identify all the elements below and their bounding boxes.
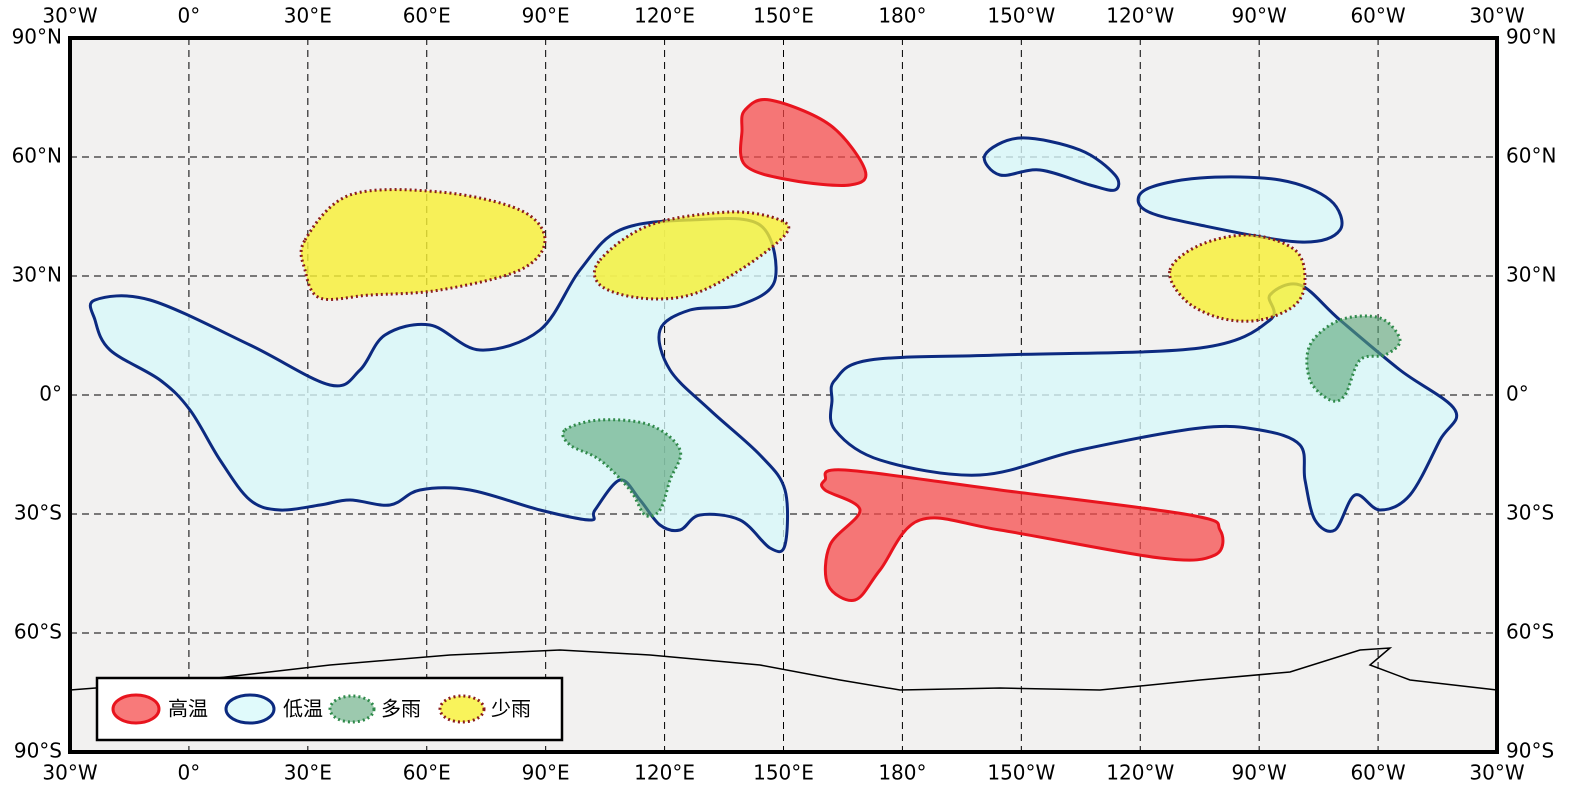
lon-label: 60°E bbox=[403, 761, 451, 785]
lon-label: 60°W bbox=[1350, 4, 1405, 28]
lon-label: 60°E bbox=[403, 4, 451, 28]
lon-label: 30°W bbox=[42, 4, 97, 28]
lat-label: 90°N bbox=[1506, 25, 1556, 49]
lon-label: 150°E bbox=[753, 761, 814, 785]
lon-label: 120°E bbox=[634, 761, 695, 785]
legend-label: 低温 bbox=[283, 697, 323, 721]
lon-label: 30°W bbox=[1469, 4, 1524, 28]
anomaly-region bbox=[829, 282, 1459, 533]
anomaly-region bbox=[1136, 175, 1344, 244]
lon-label: 90°W bbox=[1232, 4, 1287, 28]
lat-label: 0° bbox=[39, 382, 62, 406]
lon-label: 150°W bbox=[987, 761, 1055, 785]
lon-label: 120°W bbox=[1106, 761, 1174, 785]
legend-swatch bbox=[224, 693, 276, 725]
lon-label: 180° bbox=[878, 761, 926, 785]
legend-swatch bbox=[438, 694, 486, 724]
lon-label: 0° bbox=[178, 761, 201, 785]
lat-label: 90°S bbox=[14, 739, 62, 763]
lon-label: 90°E bbox=[522, 761, 570, 785]
lon-label: 0° bbox=[178, 4, 201, 28]
lat-label: 0° bbox=[1506, 382, 1529, 406]
anomaly-region bbox=[739, 98, 868, 187]
legend-swatch bbox=[111, 693, 161, 725]
lat-label: 30°N bbox=[12, 263, 62, 287]
anomaly-region bbox=[299, 188, 547, 301]
lat-label: 90°N bbox=[12, 25, 62, 49]
lon-label: 60°W bbox=[1350, 761, 1405, 785]
lon-label: 90°W bbox=[1232, 761, 1287, 785]
anomaly-region bbox=[592, 210, 791, 301]
anomaly-region bbox=[982, 136, 1121, 192]
lon-label: 150°W bbox=[987, 4, 1055, 28]
lon-label: 30°E bbox=[284, 4, 332, 28]
anomaly-region bbox=[1305, 314, 1402, 403]
lat-label: 30°S bbox=[1506, 501, 1554, 525]
legend-label: 高温 bbox=[168, 697, 208, 721]
lon-label: 150°E bbox=[753, 4, 814, 28]
lat-label: 60°N bbox=[12, 144, 62, 168]
lat-label: 60°S bbox=[14, 620, 62, 644]
lon-label: 30°W bbox=[42, 761, 97, 785]
axis-labels: 30°W 30°W 0° 0° 30°E 30°E 60°E 60°E 90°E 90°E 120°… bbox=[12, 4, 1557, 785]
antarctica-coast bbox=[69, 647, 1498, 691]
lat-label: 60°S bbox=[1506, 620, 1554, 644]
legend: 高温 低温 多雨 少雨 bbox=[95, 676, 564, 742]
anomaly-regions bbox=[88, 98, 1459, 602]
lon-label: 120°W bbox=[1106, 4, 1174, 28]
lon-label: 30°W bbox=[1469, 761, 1524, 785]
lat-label: 60°N bbox=[1506, 144, 1556, 168]
anomaly-region bbox=[1168, 233, 1307, 323]
lat-label: 30°S bbox=[14, 501, 62, 525]
anomaly-region bbox=[820, 468, 1225, 602]
legend-label: 少雨 bbox=[491, 697, 531, 721]
lon-label: 120°E bbox=[634, 4, 695, 28]
legend-swatch bbox=[328, 694, 376, 724]
lat-label: 30°N bbox=[1506, 263, 1556, 287]
legend-label: 多雨 bbox=[381, 697, 421, 721]
lon-label: 90°E bbox=[522, 4, 570, 28]
anomaly-region bbox=[561, 418, 683, 518]
lat-label: 90°S bbox=[1506, 739, 1554, 763]
map-frame bbox=[68, 36, 1499, 754]
lon-label: 180° bbox=[878, 4, 926, 28]
lon-label: 30°E bbox=[284, 761, 332, 785]
